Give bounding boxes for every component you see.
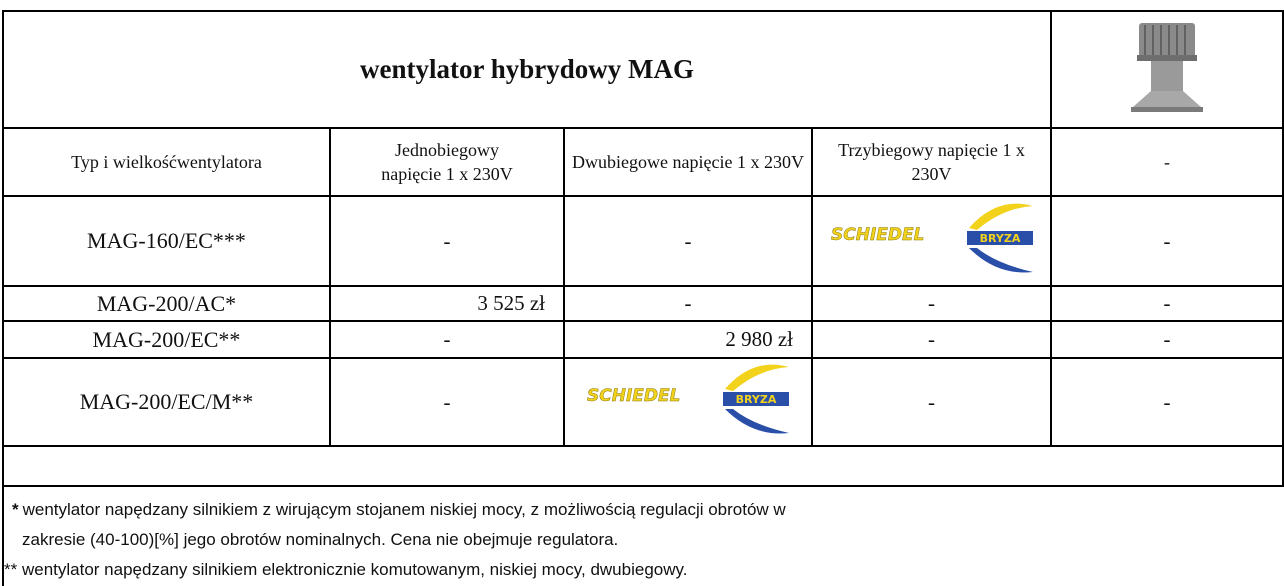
- table-cell: -: [1051, 321, 1283, 358]
- logo-swoosh: [969, 248, 1033, 273]
- brand-sub: BRYZA: [736, 393, 777, 406]
- table-cell: -: [1051, 286, 1283, 321]
- footnote-text: wentylator napędzany silnikiem z wirując…: [23, 500, 786, 519]
- row-label: MAG-200/AC*: [3, 286, 330, 321]
- table-cell: -: [812, 358, 1051, 446]
- page: wentylator hybrydowy MAG Typ i wielkośćw…: [0, 0, 1284, 586]
- footnote-line: zakresie (40-100)[%] jego obrotów nomina…: [22, 530, 618, 550]
- column-header: Jednobiegowy napięcie 1 x 230V: [330, 128, 564, 196]
- table-cell: -: [564, 196, 812, 286]
- table-title: wentylator hybrydowy MAG: [3, 11, 1051, 128]
- footnotes: *wentylator napędzany silnikiem z wirują…: [2, 478, 1204, 586]
- footnote-line: *wentylator napędzany silnikiem z wirują…: [12, 500, 786, 520]
- brand-name: SCHIEDEL: [587, 386, 680, 406]
- table-cell: -: [812, 286, 1051, 321]
- logo-swoosh: [725, 365, 789, 391]
- table-cell: -: [564, 286, 812, 321]
- brand-logo: SCHIEDEL BRYZA: [827, 198, 1037, 278]
- logo-swoosh: [725, 409, 789, 434]
- footnote-line: ** wentylator napędzany silnikiem elektr…: [4, 560, 687, 580]
- brand-sub: BRYZA: [979, 232, 1020, 245]
- brand-name: SCHIEDEL: [831, 225, 924, 245]
- brand-logo: SCHIEDEL BRYZA: [583, 359, 793, 439]
- column-header: Typ i wielkośćwentylatora: [3, 128, 330, 196]
- footnote-text: zakresie (40-100)[%] jego obrotów nomina…: [22, 530, 618, 549]
- table-cell: -: [330, 321, 564, 358]
- row-label: MAG-200/EC**: [3, 321, 330, 358]
- table-cell: -: [1051, 196, 1283, 286]
- footnote-text: wentylator napędzany silnikiem elektroni…: [22, 560, 688, 579]
- product-image: [1127, 19, 1207, 115]
- column-header: -: [1051, 128, 1283, 196]
- column-header: Trzybiegowy napięcie 1 x 230V: [812, 128, 1051, 196]
- table-cell: -: [330, 196, 564, 286]
- row-label: MAG-200/EC/M**: [3, 358, 330, 446]
- product-image-cell: [1051, 11, 1283, 128]
- table-cell: 3 525 zł: [330, 286, 564, 321]
- table-cell: -: [330, 358, 564, 446]
- price-table: wentylator hybrydowy MAG Typ i wielkośćw…: [2, 10, 1284, 487]
- table-cell: -: [1051, 358, 1283, 446]
- footnote-marker: *: [12, 500, 19, 519]
- logo-cell: SCHIEDEL BRYZA: [812, 196, 1051, 286]
- logo-swoosh: [969, 204, 1033, 230]
- logo-cell: SCHIEDEL BRYZA: [564, 358, 812, 446]
- table-cell: -: [812, 321, 1051, 358]
- row-label: MAG-160/EC***: [3, 196, 330, 286]
- table-cell: 2 980 zł: [564, 321, 812, 358]
- column-header: Dwubiegowe napięcie 1 x 230V: [564, 128, 812, 196]
- footnote-marker: **: [4, 560, 17, 579]
